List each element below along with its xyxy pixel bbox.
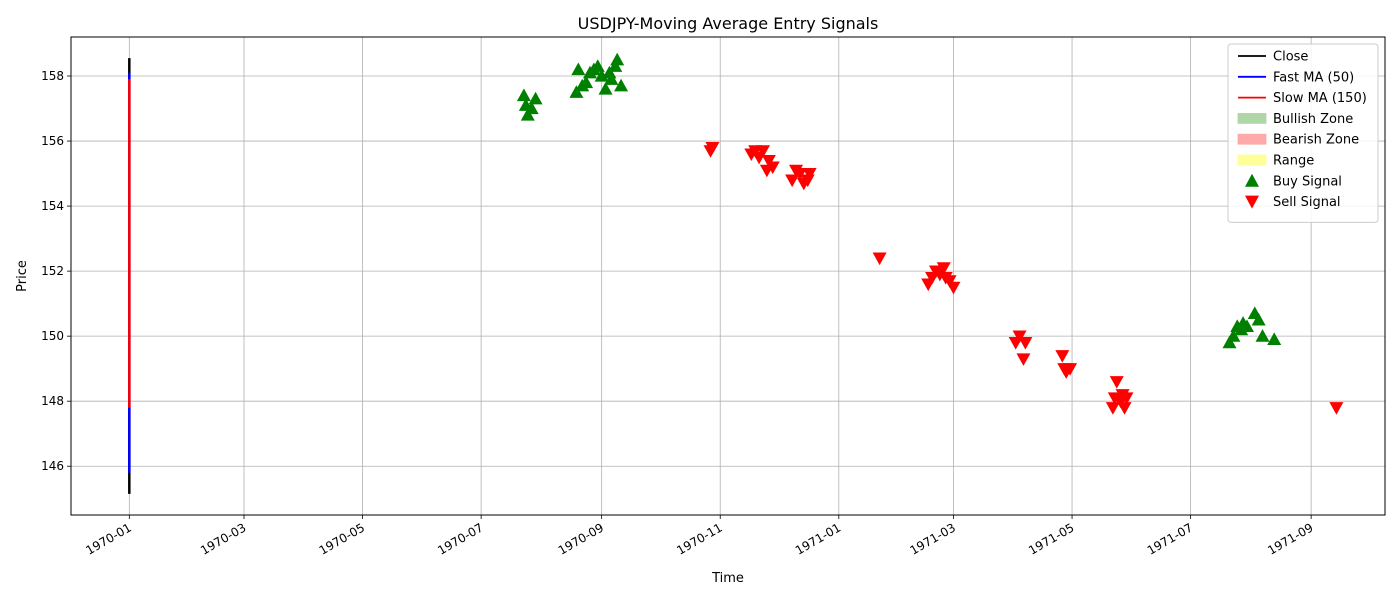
y-tick-label: 154 <box>41 199 64 213</box>
y-axis-label: Price <box>15 260 30 292</box>
legend-label: Range <box>1273 154 1314 169</box>
buy-signal-marker <box>614 78 629 92</box>
buy-signal-marker <box>594 69 609 82</box>
y-axis: 146 148 150 152 154 156 158 <box>41 69 71 473</box>
y-tick-label: 146 <box>41 459 64 473</box>
sell-signal-marker <box>1018 337 1033 350</box>
sell-signal-marker <box>761 154 776 168</box>
chart-title: USDJPY-Moving Average Entry Signals <box>578 14 879 33</box>
sell-signal-marker <box>785 174 800 188</box>
y-tick-label: 156 <box>41 134 64 148</box>
buy-signal-marker <box>520 108 535 121</box>
sell-signal-marker <box>765 161 780 175</box>
plot-frame <box>70 36 1386 516</box>
buy-signal-marker <box>528 91 543 105</box>
sell-signal-marker <box>755 145 770 158</box>
buy-signal-marker <box>579 75 594 89</box>
legend: Close Fast MA (50) Slow MA (150) Bullish Zo… <box>1227 43 1379 223</box>
sell-signal-marker <box>1329 402 1344 415</box>
legend-label: Sell Signal <box>1273 195 1341 210</box>
legend-swatch <box>1245 173 1259 187</box>
sell-signal-marker <box>942 275 957 288</box>
legend-label: Bullish Zone <box>1273 112 1353 127</box>
buy-signal-marker <box>516 88 531 102</box>
legend-swatch <box>1245 195 1259 209</box>
sell-signal-marker <box>1119 392 1134 405</box>
sell-signal-marker <box>802 167 817 181</box>
buy-signal-marker <box>524 101 539 115</box>
buy-signal-marker <box>1234 322 1249 336</box>
buy-signal-marker <box>1222 335 1237 349</box>
sell-signal-marker <box>705 141 720 155</box>
buy-signal-marker <box>610 52 625 66</box>
sell-signal-marker <box>1107 392 1122 405</box>
y-tick-label: 148 <box>41 394 64 408</box>
y-tick-label: 152 <box>41 264 64 278</box>
legend-label: Close <box>1273 50 1308 65</box>
legend-label: Buy Signal <box>1273 174 1342 189</box>
sell-signal-marker <box>1012 330 1027 344</box>
buy-signal-marker <box>1251 312 1266 326</box>
sell-signal-marker <box>1109 376 1124 389</box>
sell-signal-marker <box>1105 402 1120 415</box>
sell-signal-marker <box>936 262 951 275</box>
buy-signal-marker <box>571 62 586 76</box>
sell-signal-marker <box>1117 402 1132 415</box>
buy-signal-marker <box>1226 329 1241 342</box>
buy-signal-marker <box>590 59 605 72</box>
sell-signal-marker <box>1063 363 1078 376</box>
buy-signal-marker <box>1255 329 1270 342</box>
buy-signal-marker <box>604 72 619 85</box>
buy-signal-marker <box>1267 332 1282 346</box>
sell-signal-marker <box>792 167 807 181</box>
legend-label: Slow MA (150) <box>1273 91 1367 106</box>
buy-signal-marker <box>569 85 584 98</box>
legend-label: Fast MA (50) <box>1273 70 1354 85</box>
legend-box <box>1227 43 1379 223</box>
signal-markers <box>516 52 1344 415</box>
legend-swatch <box>1237 154 1267 166</box>
y-tick-label: 150 <box>41 329 64 343</box>
sell-signal-marker <box>1016 353 1031 366</box>
y-tick-label: 158 <box>41 69 64 83</box>
legend-label: Bearish Zone <box>1273 133 1359 148</box>
sell-signal-marker <box>872 252 887 266</box>
legend-swatch <box>1237 133 1267 145</box>
buy-signal-marker <box>608 59 623 72</box>
buy-signal-marker <box>598 82 613 95</box>
x-axis-label: Time <box>711 571 744 586</box>
buy-signal-marker <box>1239 319 1254 333</box>
sell-signal-marker <box>946 281 961 295</box>
sell-signal-marker <box>1055 350 1070 363</box>
legend-swatch <box>1237 113 1267 124</box>
